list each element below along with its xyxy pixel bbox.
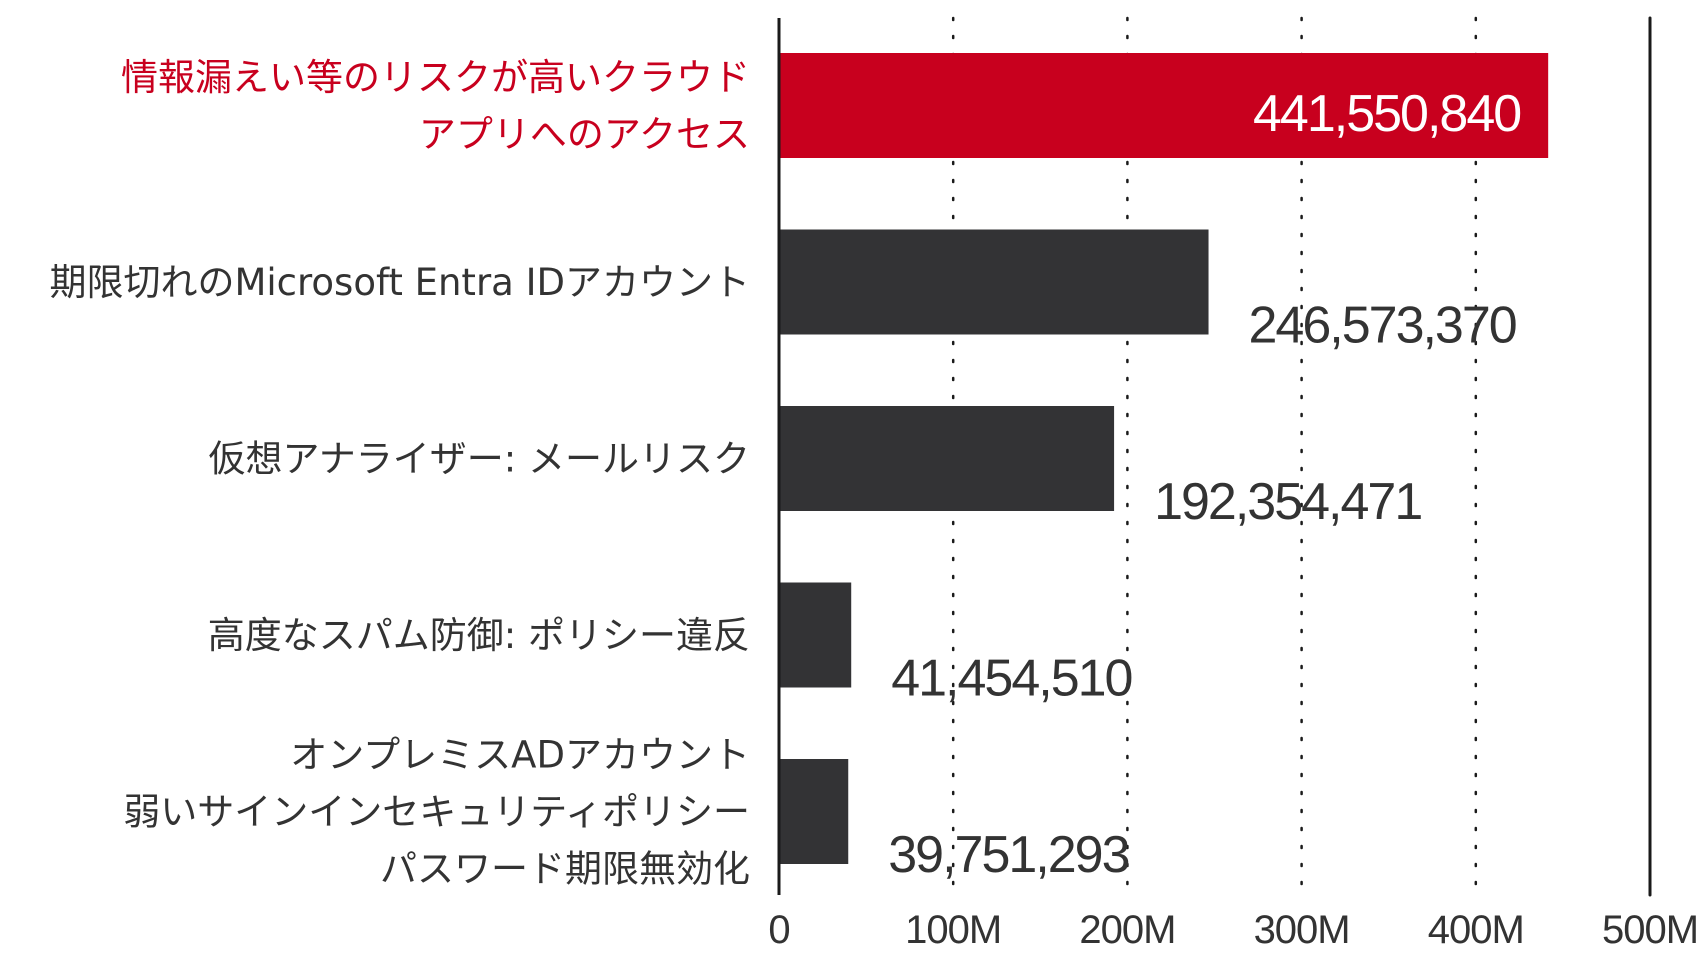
category-label: オンプレミスADアカウント	[290, 734, 750, 777]
category-label: 期限切れのMicrosoft Entra IDアカウント	[49, 261, 750, 304]
category-label: 弱いサインインセキュリティポリシー	[123, 791, 750, 834]
data-label: 192,354,471	[1154, 473, 1421, 531]
category-label: 仮想アナライザー: メールリスク	[209, 438, 751, 481]
x-tick-label: 0	[768, 908, 789, 952]
grid-lines	[951, 16, 1652, 897]
category-label: パスワード期限無効化	[380, 848, 750, 891]
data-label: 246,573,370	[1249, 297, 1516, 355]
x-tick-label: 200M	[1079, 908, 1175, 952]
bar	[779, 759, 849, 864]
bar	[779, 229, 1209, 335]
bar-highlight	[779, 53, 1549, 158]
data-label: 441,550,840	[1253, 85, 1520, 143]
x-tick-label: 300M	[1254, 908, 1350, 952]
data-label: 41,454,510	[891, 650, 1131, 708]
labels: 441,550,840 246,573,370 192,354,471 41,454,…	[49, 56, 1699, 952]
x-tick-label: 400M	[1428, 908, 1524, 952]
bars	[779, 53, 1549, 864]
data-label: 39,751,293	[888, 826, 1128, 884]
x-tick-label: 100M	[905, 908, 1001, 952]
x-tick-label: 500M	[1602, 908, 1698, 952]
category-label: 高度なスパム防御: ポリシー違反	[208, 614, 750, 657]
bar	[779, 406, 1115, 511]
category-label: アプリへのアクセス	[419, 113, 750, 156]
bar	[779, 582, 852, 688]
category-label: 情報漏えい等のリスクが高いクラウド	[121, 56, 750, 99]
